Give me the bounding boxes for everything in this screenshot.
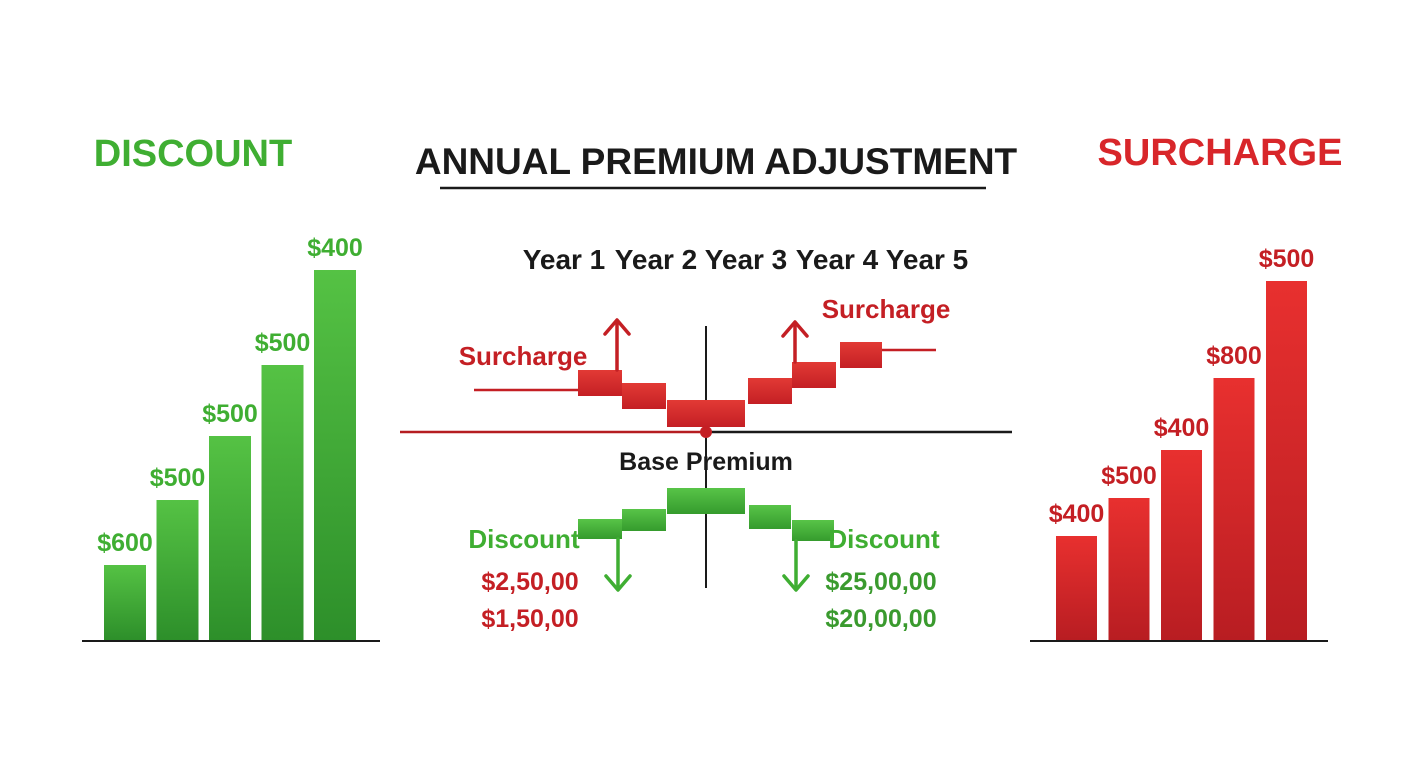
base-premium-label: Base Premium xyxy=(619,448,793,476)
surcharge-step xyxy=(667,400,745,427)
surcharge-left-label: Surcharge xyxy=(459,341,588,371)
up-arrow-icon xyxy=(781,320,809,364)
surcharge-chart-title: SURCHARGE xyxy=(1098,132,1343,174)
discount-bar-5 xyxy=(314,270,356,640)
discount-step xyxy=(667,488,745,514)
surcharge-bar-chart: SURCHARGE $400 $500 $400 $800 $500 xyxy=(1030,132,1343,642)
surcharge-bar-label-3: $400 xyxy=(1154,414,1210,442)
discount-right-value-1: $25,00,00 xyxy=(825,568,936,596)
surcharge-bar-label-4: $800 xyxy=(1206,342,1262,370)
discount-step xyxy=(578,519,622,539)
discount-bar-labels: $600 $500 $500 $500 $400 xyxy=(97,234,363,557)
discount-bar-label-2: $500 xyxy=(150,464,206,492)
discount-left-label: Discount xyxy=(468,524,580,554)
discount-bar-chart: DISCOUNT $600 $500 $500 $500 $400 xyxy=(82,133,380,642)
discount-bar-1 xyxy=(104,565,146,640)
discount-bar-label-1: $600 xyxy=(97,529,153,557)
discount-bar-label-5: $400 xyxy=(307,234,363,262)
discount-step xyxy=(622,509,666,531)
down-arrow-icon xyxy=(782,539,810,592)
year-label-5: Year 5 xyxy=(886,244,969,275)
surcharge-bar-5 xyxy=(1266,281,1307,640)
discount-step xyxy=(749,505,791,529)
year-label-3: Year 3 xyxy=(705,244,788,275)
surcharge-bars xyxy=(1056,281,1307,640)
discount-right-label: Discount xyxy=(828,524,940,554)
surcharge-step xyxy=(748,378,792,404)
discount-bar-4 xyxy=(261,365,304,640)
discount-bars xyxy=(104,270,356,640)
surcharge-step xyxy=(840,342,882,368)
surcharge-right-label: Surcharge xyxy=(822,294,951,324)
surcharge-bar-labels: $400 $500 $400 $800 $500 xyxy=(1049,245,1315,528)
down-arrow-icon xyxy=(604,537,632,592)
surcharge-bar-label-5: $500 xyxy=(1259,245,1315,273)
discount-step xyxy=(792,520,834,541)
discount-bar-label-4: $500 xyxy=(255,329,311,357)
year-label-1: Year 1 xyxy=(523,244,606,275)
discount-bar-3 xyxy=(209,436,251,640)
surcharge-step xyxy=(622,383,666,409)
center-title: ANNUAL PREMIUM ADJUSTMENT xyxy=(415,141,1018,182)
surcharge-bar-2 xyxy=(1108,498,1150,640)
premium-adjustment-diagram: ANNUAL PREMIUM ADJUSTMENT Year 1 Year 2 … xyxy=(400,141,1018,633)
base-premium-dot xyxy=(700,426,712,438)
year-label-2: Year 2 xyxy=(615,244,698,275)
discount-bar-2 xyxy=(156,500,199,640)
surcharge-bar-label-1: $400 xyxy=(1049,500,1105,528)
surcharge-bar-4 xyxy=(1213,378,1255,640)
surcharge-bar-3 xyxy=(1161,450,1202,640)
discount-left-value-2: $1,50,00 xyxy=(481,605,578,633)
year-label-4: Year 4 xyxy=(796,244,879,275)
discount-bar-label-3: $500 xyxy=(202,400,258,428)
discount-steps xyxy=(578,488,834,541)
up-arrow-icon xyxy=(603,318,631,372)
surcharge-step xyxy=(792,362,836,388)
discount-left-value-1: $2,50,00 xyxy=(481,568,578,596)
discount-chart-title: DISCOUNT xyxy=(94,133,292,175)
surcharge-steps xyxy=(474,342,936,427)
surcharge-bar-label-2: $500 xyxy=(1101,462,1157,490)
discount-right-value-2: $20,00,00 xyxy=(825,605,936,633)
surcharge-bar-1 xyxy=(1056,536,1097,640)
surcharge-step xyxy=(578,370,622,396)
